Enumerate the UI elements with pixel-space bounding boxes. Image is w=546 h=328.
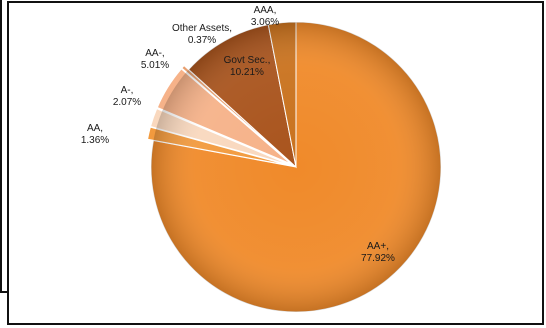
slice-label-aa: AA-, 5.01% (141, 48, 169, 71)
slice-label-aa: AA, 1.36% (81, 123, 109, 146)
slice-labels: AA+, 77.92% AA, 1.36%A-, 2.07%AA-, 5.01%Other… (81, 5, 395, 264)
slice-label-govt-sec: Govt Sec., 10.21% (224, 55, 271, 78)
slice-label-aa: AA+, 77.92% (361, 241, 395, 264)
pie-slices (147, 21, 442, 313)
slice-label-a: A-, 2.07% (113, 85, 141, 108)
slice-label-aaa: AAA, 3.06% (251, 5, 279, 28)
chart-frame (7, 1, 544, 325)
slice-label-other-assets: Other Assets, 0.37% (172, 23, 232, 46)
